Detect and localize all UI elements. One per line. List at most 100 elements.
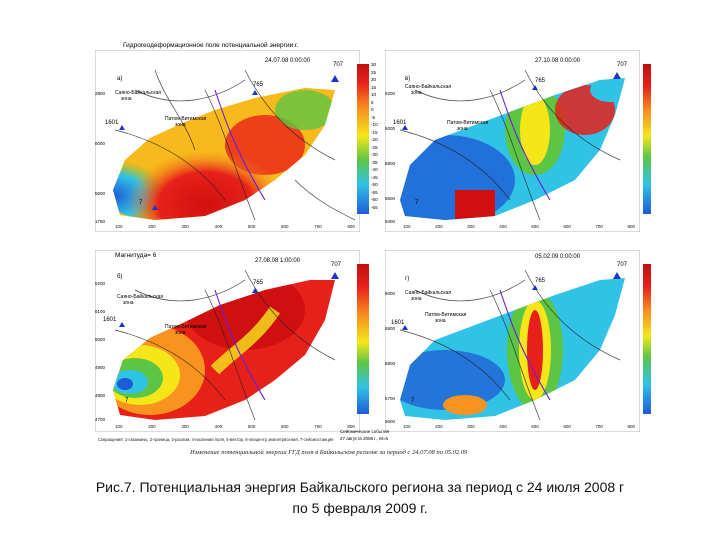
caption-line-1: Рис.7. Потенциальная энергия Байкальског… (95, 479, 625, 495)
map-g (385, 250, 640, 432)
xtick: 400 (499, 224, 507, 229)
zone-label-sb2: зона (411, 90, 422, 96)
zone-label-pv2: зона (457, 126, 468, 132)
ytick: 5100 (95, 309, 106, 314)
magnitude-label: Магнитуда= 6 (115, 252, 157, 259)
panel-date: 27.08.08 1:00:00 (255, 258, 301, 264)
zone-label-sb: Саяно-Байкальская (115, 90, 162, 96)
station-765: 765 (535, 278, 546, 284)
panel-letter: в) (405, 76, 411, 82)
xtick: 100 (115, 424, 123, 429)
station-1601: 1601 (105, 120, 119, 126)
station-7: 7 (415, 200, 419, 206)
map-a (95, 50, 360, 232)
legend-line: Сокращения: 1-скважины, 2-граница, 3-раз… (98, 437, 334, 442)
zone-label-sb2: зона (411, 296, 422, 302)
xtick: 800 (627, 424, 635, 429)
panel-date: 27.10.08 0:00:00 (535, 58, 581, 64)
ytick: 2800 (95, 91, 106, 96)
xtick: 600 (563, 424, 571, 429)
xtick: 200 (435, 424, 443, 429)
panel-g: г) 05.02.09 0:00:00 707 765 1601 7 Саяно… (385, 250, 650, 432)
station-7: 7 (125, 398, 129, 404)
xtick: 200 (148, 424, 156, 429)
panel-letter: г) (405, 276, 410, 282)
station-765: 765 (253, 280, 264, 286)
zone-label-sb: Саяно-Байкальская (405, 290, 452, 296)
ytick: 4800 (95, 393, 106, 398)
station-1601: 1601 (103, 317, 117, 323)
xtick: 500 (531, 224, 539, 229)
bottom-note: Изменение потенциальной энергии ГГД поля… (190, 449, 468, 456)
station-7: 7 (411, 398, 415, 404)
xtick: 500 (247, 424, 256, 429)
xtick: 700 (314, 424, 322, 429)
ytick: 5800 (385, 161, 396, 166)
xtick: 100 (403, 224, 411, 229)
xtick: 500 (247, 224, 256, 229)
ytick: 5600 (385, 419, 396, 424)
station-1601: 1601 (393, 120, 407, 126)
figure: Гидрогеодеформационное поле потенциально… (95, 42, 655, 467)
ytick: 5500 (95, 191, 106, 196)
panel-date: 24.07.08 0:00:00 (265, 58, 311, 64)
ytick: 6000 (385, 291, 396, 296)
ytick: 5700 (385, 396, 396, 401)
station-7: 7 (139, 200, 143, 206)
ytick: 5000 (95, 337, 106, 342)
xtick: 300 (467, 424, 475, 429)
caption-line-2: по 5 февраля 2009 г. (292, 500, 428, 516)
station-707: 707 (617, 262, 628, 268)
ytick: 4900 (95, 365, 106, 370)
ytick: 6000 (385, 126, 396, 131)
xtick: 200 (435, 224, 443, 229)
ytick: 4700 (95, 417, 106, 422)
ytick: 5600 (385, 196, 396, 201)
xticks-v: 100 200 300 400 500 600 700 800 (403, 224, 635, 229)
xtick: 300 (467, 224, 475, 229)
xtick: 600 (281, 224, 289, 229)
zone-label-sb2: зона (123, 300, 134, 306)
xtick: 100 (403, 424, 411, 429)
colorbar-b (357, 264, 369, 414)
xticks-g: 100 200 300 400 500 600 700 800 (403, 424, 635, 429)
xtick: 800 (347, 224, 355, 229)
legend-side: Сейсмические события 27 августа 2008 г.,… (340, 429, 390, 441)
map-b (95, 250, 360, 432)
xtick: 500 (531, 424, 539, 429)
xtick: 800 (627, 224, 635, 229)
xtick: 700 (314, 224, 322, 229)
xtick: 400 (499, 424, 507, 429)
zone-label-pv: Патом-Витимская (165, 324, 207, 330)
panel-a: а) 24.07.08 0:00:00 707 765 1601 7 Саяно… (95, 50, 360, 232)
xtick: 400 (214, 424, 223, 429)
station-765: 765 (535, 78, 546, 84)
xtick: 300 (181, 424, 189, 429)
zone-label-pv: Патом-Витимская (165, 116, 207, 122)
xtick: 600 (281, 424, 289, 429)
figure-caption: Рис.7. Потенциальная энергия Байкальског… (40, 477, 680, 519)
station-707: 707 (333, 62, 344, 68)
panel-letter: а) (117, 76, 123, 82)
xtick: 400 (214, 224, 223, 229)
zone-label-pv2: зона (175, 122, 186, 128)
map-v (385, 50, 640, 232)
ytick: 1750 (95, 219, 106, 224)
station-707: 707 (617, 62, 628, 68)
xtick: 200 (148, 224, 156, 229)
station-1601: 1601 (391, 320, 405, 326)
zone-label-sb: Саяно-Байкальская (117, 294, 164, 300)
panel-v: в) 27.10.08 0:00:00 707 765 1601 7 Саяно… (385, 50, 650, 232)
zone-label-sb: Саяно-Байкальская (405, 84, 452, 90)
zone-label-pv: Патом-Витимская (425, 312, 467, 318)
xtick: 800 (347, 424, 355, 429)
ytick: 5200 (95, 281, 106, 286)
zone-label-pv: Патом-Витимская (447, 120, 489, 126)
ytick: 5900 (385, 326, 396, 331)
ytick: 6200 (385, 91, 396, 96)
xtick: 600 (563, 224, 571, 229)
colorbar-a (357, 64, 369, 214)
colorbar-v (643, 64, 651, 214)
xtick: 700 (595, 424, 603, 429)
xticks-a: 100 200 300 400 500 600 700 800 (115, 224, 355, 229)
